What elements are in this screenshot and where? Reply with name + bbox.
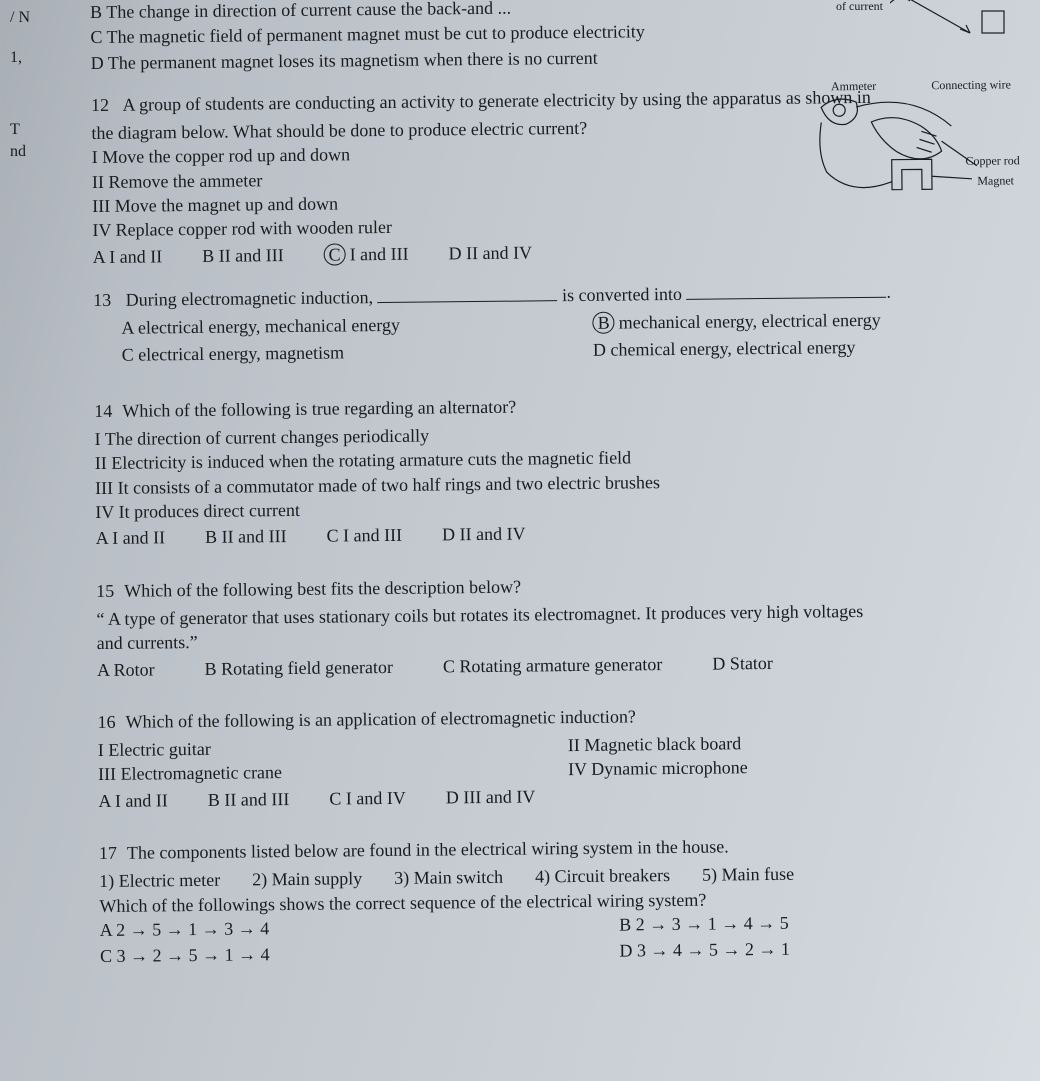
- q17-c3: 3) Main switch: [394, 865, 503, 890]
- q11-partial: B The change in direction of current cau…: [90, 0, 1011, 75]
- q14: 14Which of the following is true regardi…: [94, 389, 1016, 550]
- q17-opt-a: A 2 → 5 → 1 → 3 → 4: [100, 914, 500, 942]
- q16-romans: I Electric guitar II Magnetic black boar…: [98, 729, 1018, 787]
- wire-label: Connecting wire: [931, 76, 1011, 93]
- q17-stem1: The components listed below are found in…: [127, 836, 729, 862]
- blank-2: [686, 279, 886, 300]
- copper-label: Copper rod: [965, 152, 1019, 169]
- q15-opt-d: D Stator: [712, 650, 773, 675]
- q17-options: A 2 → 5 → 1 → 3 → 4 B 2 → 3 → 1 → 4 → 5 …: [100, 908, 1020, 968]
- q17-opt-c: C 3 → 2 → 5 → 1 → 4: [100, 940, 500, 968]
- q14-stem: Which of the following is true regarding…: [122, 396, 516, 420]
- q16-r3: III Electromagnetic crane: [98, 758, 548, 787]
- q14-num: 14: [94, 399, 122, 424]
- q13-stem-a: During electromagnetic induction,: [126, 287, 378, 310]
- q14-opt-a: A I and II: [96, 526, 166, 551]
- q17-opt-d: D 3 → 4 → 5 → 2 → 1: [619, 935, 1020, 963]
- q16-opt-c: C I and IV: [329, 786, 406, 811]
- q12-stem1: A group of students are conducting an ac…: [123, 87, 871, 115]
- q13-stem: 13 During electromagnetic induction, is …: [93, 277, 1013, 312]
- q15: 15Which of the following best fits the d…: [96, 569, 1017, 682]
- magnet-label: Magnet: [977, 172, 1014, 189]
- q15-stem1: Which of the following best fits the des…: [124, 576, 521, 600]
- circled-answer-icon: C: [324, 243, 346, 265]
- q13-opt-b: Bmechanical energy, electrical energy: [593, 307, 1014, 336]
- q12-diagram: Ammeter Connecting wire Copper rod Magne…: [801, 80, 1012, 212]
- page: B The change in direction of current cau…: [0, 0, 1040, 1003]
- q17-c2: 2) Main supply: [252, 867, 362, 892]
- q17-c1: 1) Electric meter: [99, 868, 220, 894]
- q12-num: 12: [91, 93, 119, 118]
- q14-opt-c: C I and III: [326, 523, 402, 548]
- q13: 13 During electromagnetic induction, is …: [93, 277, 1014, 367]
- q13-opt-d: D chemical energy, electrical energy: [593, 333, 1014, 362]
- q15-opt-c: C Rotating armature generator: [443, 652, 663, 679]
- ammeter-label: Ammeter: [831, 78, 876, 95]
- q12-opt-c: CI and III: [323, 241, 408, 266]
- q14-opt-d: D II and IV: [442, 522, 526, 547]
- q15-num: 15: [96, 578, 124, 603]
- q13-options: A electrical energy, mechanical energy B…: [121, 307, 1013, 367]
- q14-opt-b: B II and III: [205, 524, 287, 549]
- q16-opt-b: B II and III: [208, 787, 290, 812]
- q16-num: 16: [97, 710, 125, 735]
- q15-opt-b: B Rotating field generator: [204, 654, 393, 680]
- q17-c4: 4) Circuit breakers: [535, 863, 670, 889]
- q16-opt-d: D III and IV: [446, 784, 536, 809]
- q12-opt-a: A I and II: [93, 244, 163, 269]
- q13-opt-a: A electrical energy, mechanical energy: [121, 312, 532, 341]
- q16: 16Which of the following is an applicati…: [97, 700, 1018, 813]
- q17-num: 17: [99, 841, 127, 866]
- q16-stem: Which of the following is an application…: [125, 706, 636, 731]
- q17-opt-b: B 2 → 3 → 1 → 4 → 5: [619, 908, 1020, 936]
- q16-opt-a: A I and II: [98, 788, 168, 813]
- blank-1: [377, 282, 557, 303]
- q12-opt-b: B II and III: [202, 243, 284, 268]
- circled-answer-icon: B: [593, 312, 615, 334]
- q12-opt-d: D II and IV: [448, 240, 532, 265]
- q15-opt-a: A Rotor: [97, 657, 155, 682]
- q13-num: 13: [93, 288, 121, 313]
- q17-c5: 5) Main fuse: [702, 862, 794, 887]
- q13-opt-c: C electrical energy, magnetism: [122, 338, 533, 367]
- q17: 17The components listed below are found …: [99, 831, 1020, 968]
- q16-r4: IV Dynamic microphone: [568, 753, 1018, 782]
- q13-stem-b: is converted into: [562, 284, 687, 305]
